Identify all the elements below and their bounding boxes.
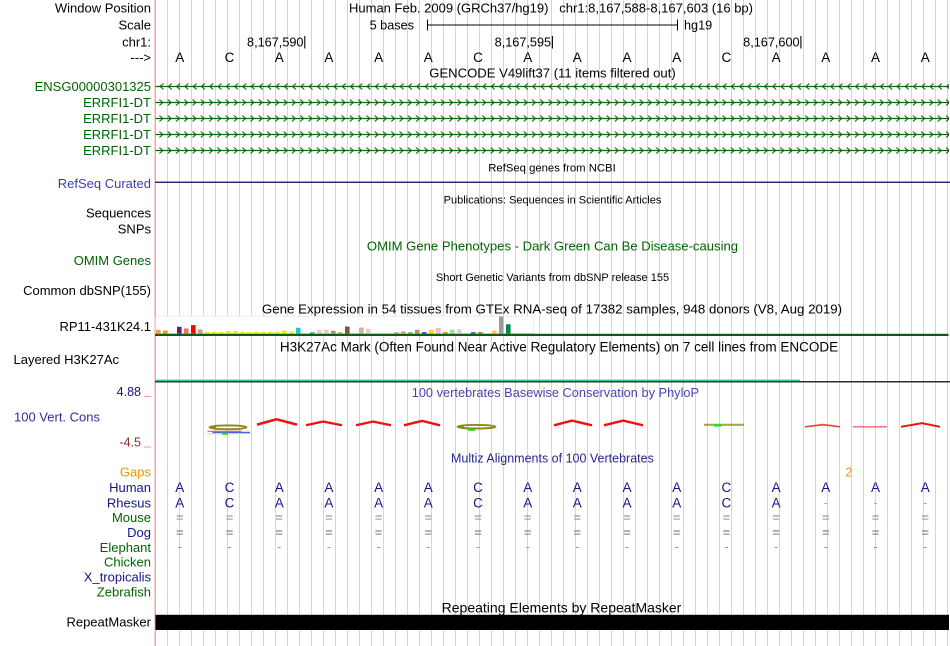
svg-text:ACAAAACAAAACA: ACAAAACAAAACA: [175, 496, 780, 511]
svg-text:8,167,595: 8,167,595: [495, 36, 551, 50]
svg-text:Gaps: Gaps: [120, 465, 152, 480]
svg-text:100 Vert. Cons: 100 Vert. Cons: [14, 410, 100, 425]
svg-text:Elephant: Elephant: [100, 540, 152, 555]
svg-text:Human: Human: [109, 480, 151, 495]
svg-text:Dog: Dog: [127, 525, 151, 540]
svg-text:Zebrafish: Zebrafish: [97, 585, 151, 600]
svg-text:Scale: Scale: [118, 18, 151, 33]
svg-text:8,167,590: 8,167,590: [247, 36, 303, 50]
svg-text:Sequences: Sequences: [86, 206, 152, 221]
svg-text:OMIM Genes: OMIM Genes: [74, 253, 152, 268]
svg-text:Repeating Elements by RepeatMa: Repeating Elements by RepeatMasker: [442, 599, 682, 615]
svg-text:Multiz Alignments of 100 Verte: Multiz Alignments of 100 Vertebrates: [451, 451, 654, 465]
svg-text:Mouse: Mouse: [112, 510, 151, 525]
svg-text:--->: --->: [130, 50, 151, 65]
svg-text:SNPs: SNPs: [118, 222, 152, 237]
svg-text:RP11-431K24.1: RP11-431K24.1: [59, 319, 151, 334]
svg-text:ENSG00000301325: ENSG00000301325: [35, 79, 151, 94]
svg-text:8,167,600: 8,167,600: [743, 36, 799, 50]
svg-text:hg19: hg19: [684, 19, 712, 33]
svg-text:100 vertebrates Basewise Conse: 100 vertebrates Basewise Conservation by…: [412, 385, 699, 400]
svg-text:-4.5: -4.5: [119, 436, 141, 450]
svg-text:Rhesus: Rhesus: [107, 496, 152, 511]
svg-text:ERRFI1-DT: ERRFI1-DT: [83, 111, 151, 126]
svg-text:H3K27Ac Mark (Often Found Near: H3K27Ac Mark (Often Found Near Active Re…: [280, 339, 838, 354]
svg-text:Chicken: Chicken: [104, 555, 151, 570]
svg-text:_: _: [143, 384, 152, 398]
svg-text:Window Position: Window Position: [55, 1, 151, 16]
svg-text:RefSeq genes from NCBI: RefSeq genes from NCBI: [488, 163, 615, 175]
svg-text:RefSeq Curated: RefSeq Curated: [58, 176, 151, 191]
svg-text:4.88: 4.88: [117, 385, 141, 399]
svg-text:ERRFI1-DT: ERRFI1-DT: [83, 143, 151, 158]
svg-text:X_tropicalis: X_tropicalis: [84, 570, 152, 585]
svg-text:Short Genetic Variants from db: Short Genetic Variants from dbSNP releas…: [436, 272, 669, 284]
svg-text:GENCODE V49lift37 (11 items fi: GENCODE V49lift37 (11 items filtered out…: [429, 66, 675, 81]
svg-text:Layered H3K27Ac: Layered H3K27Ac: [14, 352, 120, 367]
svg-text:ERRFI1-DT: ERRFI1-DT: [83, 127, 151, 142]
svg-text:Common dbSNP(155): Common dbSNP(155): [23, 283, 151, 298]
svg-text:RepeatMasker: RepeatMasker: [66, 615, 151, 630]
svg-text:5 bases: 5 bases: [370, 19, 414, 33]
svg-text:Gene Expression in 54 tissues: Gene Expression in 54 tissues from GTEx …: [262, 302, 842, 317]
svg-text:Publications: Sequences in Sci: Publications: Sequences in Scientific Ar…: [444, 195, 662, 207]
svg-text:ERRFI1-DT: ERRFI1-DT: [83, 95, 151, 110]
svg-text:chr1:: chr1:: [122, 35, 151, 50]
svg-text:OMIM Gene Phenotypes - Dark Gr: OMIM Gene Phenotypes - Dark Green Can Be…: [367, 239, 738, 254]
svg-text:2: 2: [846, 466, 853, 480]
svg-text:Human Feb. 2009 (GRCh37/hg19): Human Feb. 2009 (GRCh37/hg19) chr1:8,167…: [349, 1, 753, 16]
svg-text:_: _: [143, 434, 152, 448]
